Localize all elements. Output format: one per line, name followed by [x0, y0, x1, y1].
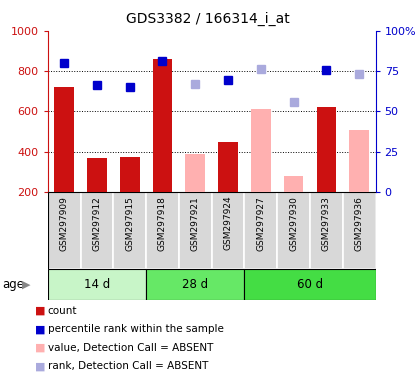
Text: GSM297918: GSM297918 [158, 196, 167, 251]
Text: ■: ■ [35, 324, 46, 334]
Bar [251, 109, 271, 192]
Text: GDS3382 / 166314_i_at: GDS3382 / 166314_i_at [126, 12, 289, 26]
Bar [179, 192, 212, 269]
Bar [113, 192, 146, 269]
Bar [244, 192, 277, 269]
Text: GSM297927: GSM297927 [256, 196, 265, 251]
Bar [87, 158, 107, 192]
Text: 28 d: 28 d [182, 278, 208, 291]
Bar [277, 192, 310, 269]
Text: GSM297915: GSM297915 [125, 196, 134, 251]
Text: GSM297936: GSM297936 [355, 196, 364, 251]
Text: ■: ■ [35, 343, 46, 353]
Text: ■: ■ [35, 306, 46, 316]
Text: ■: ■ [35, 361, 46, 371]
Text: GSM297924: GSM297924 [224, 196, 232, 250]
Bar [81, 192, 113, 269]
Bar [310, 192, 343, 269]
Bar [153, 59, 172, 192]
Bar [120, 157, 139, 192]
Bar [317, 107, 336, 192]
Bar [343, 192, 376, 269]
Text: age: age [2, 278, 24, 291]
Text: count: count [48, 306, 77, 316]
Text: GSM297921: GSM297921 [191, 196, 200, 251]
Bar [146, 269, 244, 300]
Text: rank, Detection Call = ABSENT: rank, Detection Call = ABSENT [48, 361, 208, 371]
Bar [244, 269, 376, 300]
Text: 60 d: 60 d [297, 278, 323, 291]
Bar [218, 142, 238, 192]
Text: GSM297909: GSM297909 [60, 196, 68, 251]
Bar [212, 192, 244, 269]
Bar [186, 154, 205, 192]
Bar [284, 176, 303, 192]
Bar [48, 192, 81, 269]
Text: GSM297930: GSM297930 [289, 196, 298, 251]
Text: ▶: ▶ [22, 279, 30, 289]
Bar [146, 192, 179, 269]
Text: percentile rank within the sample: percentile rank within the sample [48, 324, 224, 334]
Text: 14 d: 14 d [84, 278, 110, 291]
Bar [48, 269, 146, 300]
Bar [54, 87, 74, 192]
Text: GSM297912: GSM297912 [93, 196, 101, 251]
Text: value, Detection Call = ABSENT: value, Detection Call = ABSENT [48, 343, 213, 353]
Bar [349, 129, 369, 192]
Text: GSM297933: GSM297933 [322, 196, 331, 251]
